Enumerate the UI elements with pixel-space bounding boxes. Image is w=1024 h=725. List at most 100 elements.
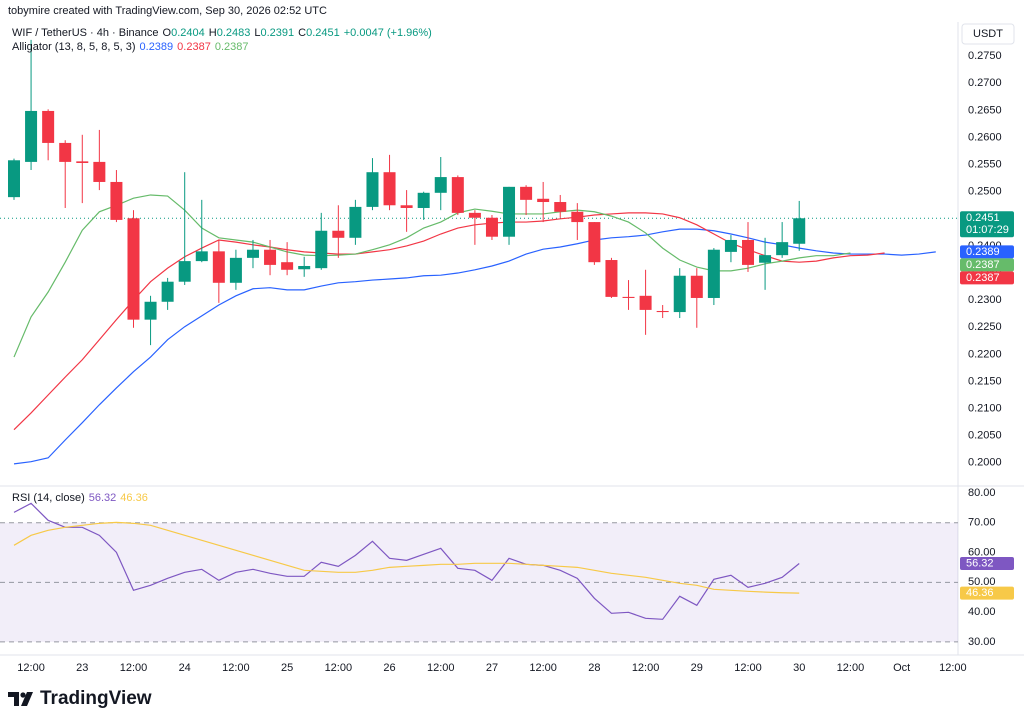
x-tick-label: 12:00 <box>427 662 455 674</box>
candle-body <box>759 255 772 263</box>
y-tick-label: 80.00 <box>968 487 996 499</box>
candle-body <box>434 177 447 193</box>
y-tick-label: 0.2300 <box>968 294 1002 306</box>
ohlc-key: L <box>254 27 261 39</box>
x-tick-label: 12:00 <box>120 662 148 674</box>
y-tick-label: 0.2500 <box>968 186 1002 198</box>
candle-body <box>468 212 481 218</box>
x-tick-label: 29 <box>691 662 703 674</box>
rsi-line <box>13 502 800 620</box>
y-tick-label: 0.2000 <box>968 457 1002 469</box>
x-tick-label: 25 <box>281 662 293 674</box>
candle-body <box>724 239 737 252</box>
candle-body <box>315 230 328 269</box>
candle-body <box>178 261 191 282</box>
currency-button[interactable] <box>961 23 1015 45</box>
y-tick-label: 0.2200 <box>968 348 1002 360</box>
indicator-value-label: 0.2387 <box>966 272 1000 284</box>
candle-body <box>264 249 277 265</box>
indicator-value-label-box <box>960 245 1014 259</box>
candle-body <box>656 310 669 313</box>
x-tick-label: 23 <box>76 662 88 674</box>
candle-body <box>451 177 464 213</box>
candle-body <box>776 242 789 256</box>
candle-body <box>127 218 140 320</box>
candle-body <box>537 198 550 203</box>
x-tick-label: 28 <box>588 662 600 674</box>
change-value: +0.0047 (+1.96%) <box>343 27 432 39</box>
rsi-title: RSI (14, close) <box>12 492 85 504</box>
rsi-value-label-box <box>960 586 1014 600</box>
x-tick-label: 12:00 <box>632 662 660 674</box>
countdown-label: 01:07:29 <box>966 224 1009 236</box>
rsi-line <box>13 521 800 594</box>
y-tick-label: 0.2550 <box>968 159 1002 171</box>
indicator-value: 0.2389 <box>139 41 174 53</box>
last-price-box <box>960 211 1014 238</box>
rsi-value: 46.36 <box>120 492 148 504</box>
candle-body <box>793 218 806 244</box>
y-tick-label: 70.00 <box>968 517 996 529</box>
candle-body <box>8 160 20 198</box>
candle-body <box>400 205 413 208</box>
chart: USDT 0.2000 0.2050 0.2100 0.2150 0.2200 0.225… <box>0 22 1024 674</box>
candle-body <box>707 249 720 298</box>
candle-body <box>93 161 106 182</box>
candle-body <box>161 281 174 302</box>
ohlc-value: 0.2404 <box>171 27 205 39</box>
x-tick-label: 12:00 <box>325 662 353 674</box>
rsi-value-label-box <box>960 556 1014 570</box>
indicator-value-label: 0.2389 <box>966 246 1000 258</box>
candle-body <box>605 260 618 297</box>
candle-body <box>281 262 294 270</box>
y-tick-label: 0.2750 <box>968 50 1002 62</box>
x-tick-label: 24 <box>179 662 191 674</box>
x-tick-label: 12:00 <box>529 662 557 674</box>
ohlc-key: H <box>208 27 217 39</box>
ohlc-value: 0.2391 <box>260 27 295 39</box>
indicator-value: 0.2387 <box>214 41 249 53</box>
x-tick-label: 26 <box>383 662 395 674</box>
candle-body <box>383 172 396 206</box>
x-tick-label: 12:00 <box>939 662 967 674</box>
attribution: tobymire created with TradingView.com, S… <box>8 5 327 17</box>
candle-body <box>690 275 703 298</box>
candle-body <box>110 181 123 220</box>
candle-body <box>520 186 533 200</box>
indicator-value-label-box <box>960 271 1014 285</box>
ohlc-key: C <box>298 27 307 39</box>
candle-body <box>332 230 345 238</box>
alligator-line <box>13 228 936 465</box>
candle-body <box>417 192 430 208</box>
y-tick-label: 50.00 <box>968 576 996 588</box>
y-tick-label: 0.2050 <box>968 430 1002 442</box>
candle-body <box>673 275 686 313</box>
candle-body <box>298 265 311 270</box>
rsi-value-label: 56.32 <box>966 557 994 569</box>
candle-body <box>742 239 755 265</box>
logo: TradingView <box>8 688 152 710</box>
y-tick-label: 40.00 <box>968 606 996 618</box>
candle-body <box>554 202 567 212</box>
symbol-name: WIF / TetherUS · 4h · Binance <box>12 27 159 39</box>
x-tick-label: 12:00 <box>222 662 250 674</box>
y-tick-label: 0.2700 <box>968 77 1002 89</box>
indicator-value: 0.2387 <box>177 41 211 53</box>
y-tick-label: 30.00 <box>968 636 996 648</box>
last-price-label: 0.2451 <box>966 212 1000 224</box>
x-tick-label: 30 <box>793 662 805 674</box>
ohlc-value: 0.2451 <box>306 27 340 39</box>
candle-body <box>212 251 225 283</box>
candle-body <box>229 257 242 283</box>
candle-body <box>59 142 72 162</box>
x-tick-label: 12:00 <box>734 662 762 674</box>
logo-text: TradingView <box>40 688 152 709</box>
y-tick-label: 0.2150 <box>968 375 1002 387</box>
candle-body <box>503 186 516 237</box>
logo-icon <box>8 692 33 706</box>
alligator-line <box>13 212 885 431</box>
candle-body <box>42 110 55 143</box>
candle-body <box>76 161 89 163</box>
currency-label[interactable]: USDT <box>973 28 1003 40</box>
